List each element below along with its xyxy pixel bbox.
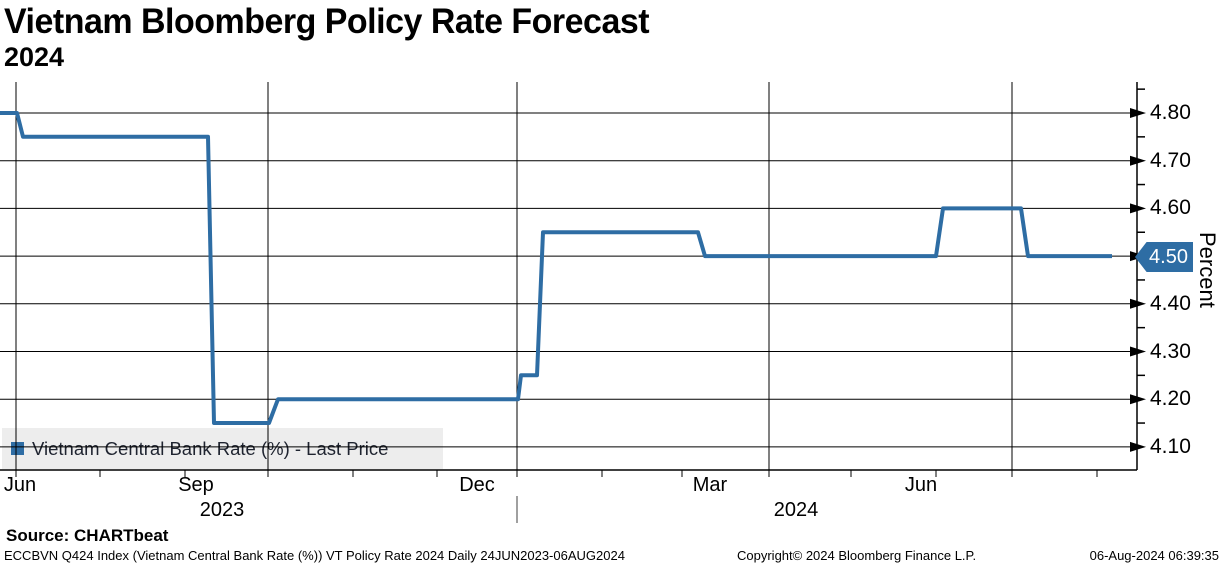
- x-month-label: Jun: [3, 474, 37, 496]
- x-month-label: Mar: [692, 474, 728, 496]
- y-tick-arrow-icon: [1130, 394, 1146, 405]
- x-month-label: Jun: [904, 474, 938, 496]
- y-tick-arrow-icon: [1130, 203, 1146, 214]
- x-year-label: 2024: [773, 499, 819, 521]
- y-tick-arrow-icon: [1130, 108, 1146, 118]
- x-month-label: Sep: [178, 474, 214, 496]
- y-tick-label: 4.70: [1150, 148, 1191, 172]
- legend-label: Vietnam Central Bank Rate (%) - Last Pri…: [32, 437, 389, 459]
- y-tick-arrow-icon: [1130, 346, 1146, 357]
- y-tick-label: 4.30: [1150, 339, 1191, 363]
- y-tick-label: 4.80: [1150, 101, 1191, 124]
- source-label: Source: CHARTbeat: [6, 526, 169, 545]
- last-price-badge: 4.50: [1135, 242, 1193, 272]
- legend-item[interactable]: Vietnam Central Bank Rate (%) - Last Pri…: [2, 428, 443, 469]
- chart-subtitle: 2024: [4, 42, 65, 72]
- y-tick-arrow-icon: [1130, 155, 1146, 166]
- x-month-label: Dec: [459, 474, 495, 496]
- y-tick-arrow-icon: [1130, 441, 1146, 452]
- footer-timestamp: 06-Aug-2024 06:39:35: [1089, 548, 1219, 563]
- legend-swatch-icon: [11, 442, 24, 455]
- y-axis-title: Percent: [1195, 232, 1220, 308]
- y-tick-arrow-icon: [1130, 298, 1146, 309]
- x-year-label: 2023: [199, 499, 245, 521]
- rate-line-series: [0, 111, 1112, 425]
- footer-copyright: Copyright© 2024 Bloomberg Finance L.P.: [737, 548, 977, 563]
- chart-title: Vietnam Bloomberg Policy Rate Forecast: [4, 2, 650, 41]
- y-tick-label: 4.10: [1150, 434, 1191, 458]
- y-tick-label: 4.40: [1150, 291, 1191, 315]
- footer-index-info: ECCBVN Q424 Index (Vietnam Central Bank …: [4, 548, 625, 563]
- y-tick-label: 4.20: [1150, 387, 1191, 411]
- y-tick-label: 4.60: [1150, 196, 1191, 220]
